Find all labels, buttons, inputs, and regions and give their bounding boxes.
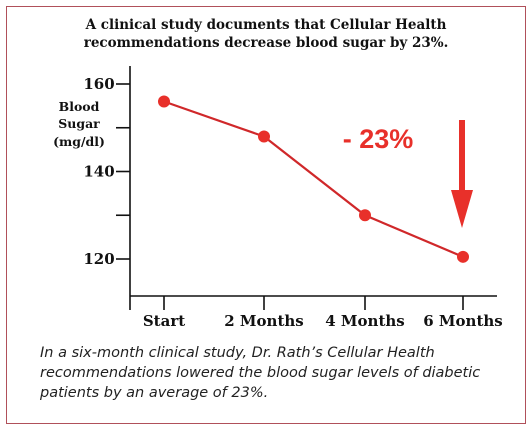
- x-tick-label: 4 Months: [325, 312, 404, 330]
- figure-caption: In a six-month clinical study, Dr. Rath’…: [40, 345, 481, 401]
- chart-title-line-2: recommendations decrease blood sugar by …: [83, 35, 449, 51]
- y-tick-label: 140: [83, 163, 114, 181]
- down-arrow-icon-shaft: [459, 120, 465, 192]
- down-arrow-icon: [451, 190, 473, 228]
- data-point: [457, 250, 469, 263]
- y-axis-label-line: (mg/dl): [53, 134, 105, 149]
- axes: 120 140 160: [83, 66, 497, 310]
- y-axis-label-line: Sugar: [58, 116, 100, 131]
- x-tick-label: Start: [143, 312, 185, 330]
- x-ticks: Start 2 Months 4 Months 6 Months: [143, 296, 503, 330]
- data-point: [359, 209, 371, 222]
- reduction-annotation: - 23%: [343, 124, 414, 154]
- y-tick-label: 120: [83, 250, 114, 268]
- chart-title-line-1: A clinical study documents that Cellular…: [85, 17, 447, 33]
- y-axis-label-line: Blood: [59, 99, 100, 114]
- figure-frame: [6, 6, 526, 424]
- y-axis-label: Blood Sugar (mg/dl): [53, 99, 105, 149]
- x-tick-label: 2 Months: [224, 312, 303, 330]
- data-point: [258, 130, 270, 143]
- series: [158, 95, 469, 263]
- y-tick-label: 160: [83, 75, 114, 93]
- x-tick-label: 6 Months: [423, 312, 502, 330]
- annotation: - 23%: [343, 120, 473, 228]
- data-point: [158, 95, 170, 108]
- series-line: [163, 100, 464, 258]
